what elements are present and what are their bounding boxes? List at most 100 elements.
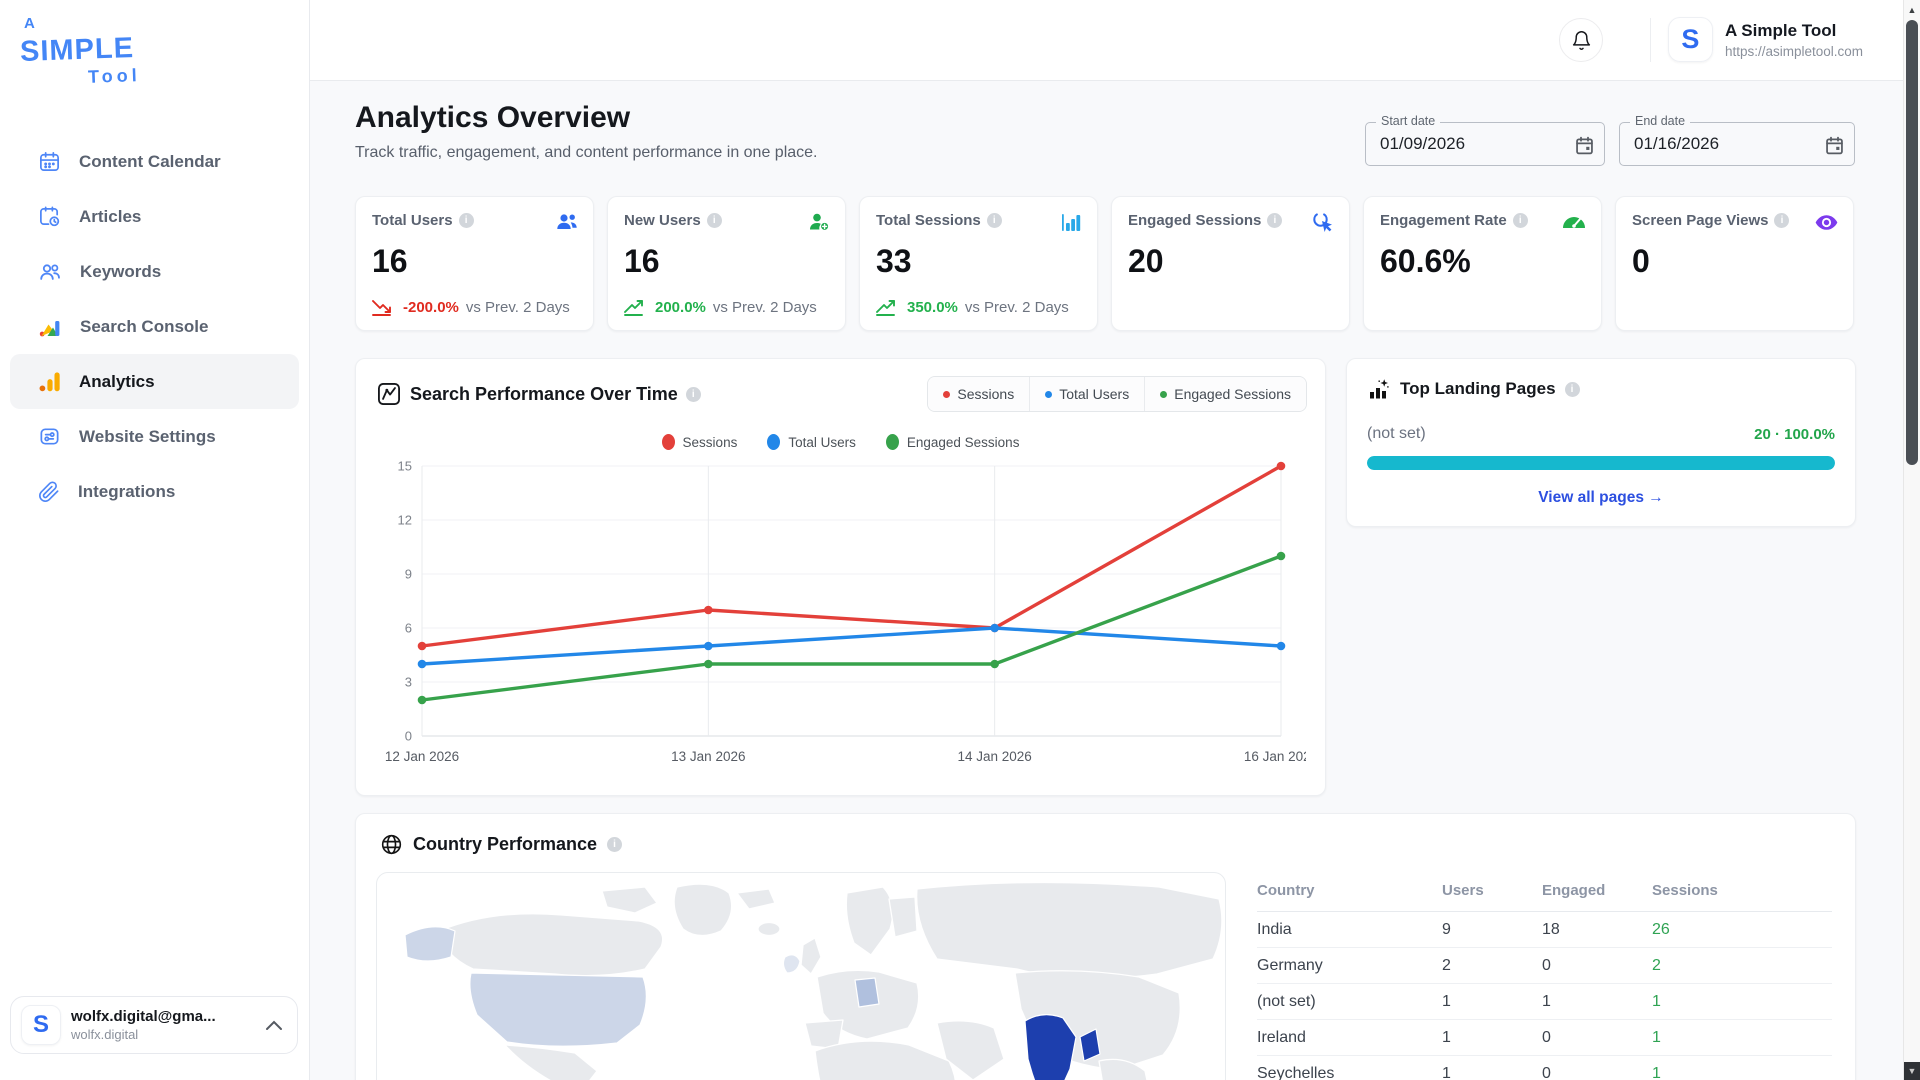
header-divider [1650,18,1651,62]
toggle-total-users[interactable]: Total Users [1029,377,1144,411]
sidebar-item-label: Integrations [78,482,175,502]
svg-text:6: 6 [405,621,412,636]
workspace-name: A Simple Tool [1725,21,1863,41]
sidebar-item-label: Website Settings [79,427,216,447]
svg-text:12: 12 [398,513,412,528]
account-switcher[interactable]: S wolfx.digital@gma... wolfx.digital [10,996,298,1054]
world-map-card [376,872,1226,1080]
top-landing-pages-card: Top Landing Pages i (not set) 20 · 100.0… [1346,358,1856,527]
app-root: A SIMPLE Tool Content Calendar Articles [0,0,1920,1080]
info-icon[interactable]: i [1267,213,1282,228]
sidebar-item-label: Analytics [79,372,155,392]
sidebar-item-articles[interactable]: Articles [10,189,299,244]
insights-bars-icon [1367,377,1391,401]
kpi-label: New Users [624,212,701,229]
info-icon[interactable]: i [707,213,722,228]
kpi-delta-suffix: vs Prev. 2 Days [965,299,1069,316]
info-icon[interactable]: i [459,213,474,228]
sidebar-item-analytics[interactable]: Analytics [10,354,299,409]
kpi-delta-suffix: vs Prev. 2 Days [466,299,570,316]
kpi-label: Total Sessions [876,212,981,229]
info-icon[interactable]: i [1513,213,1528,228]
table-row: (not set) 1 1 1 [1257,984,1832,1020]
svg-text:3: 3 [405,675,412,690]
kpi-label: Engaged Sessions [1128,212,1261,229]
toggle-engaged-sessions[interactable]: Engaged Sessions [1144,377,1306,411]
cell-country: Seychelles [1257,1056,1442,1080]
workspace-switcher[interactable]: S A Simple Tool https://asimpletool.com [1668,17,1863,62]
info-icon[interactable]: i [686,387,701,402]
cell-engaged: 0 [1542,948,1652,984]
calendar-icon [1574,135,1595,156]
legend-engaged-sessions[interactable]: Engaged Sessions [886,434,1020,450]
landing-bar-track [1367,456,1835,470]
notifications-button[interactable] [1559,18,1603,62]
toggle-sessions[interactable]: Sessions [928,377,1029,411]
scrollbar-up-arrow[interactable]: ▲ [1904,3,1920,17]
trend-up-icon [876,299,900,316]
legend-total-users[interactable]: Total Users [767,434,856,450]
trend-up-icon [624,299,648,316]
kpi-row: Total Usersi 16 -200.0% vs Prev. 2 Days … [355,196,1856,331]
svg-text:12 Jan 2026: 12 Jan 2026 [385,749,459,764]
cell-country: (not set) [1257,984,1442,1020]
scrollbar-down-arrow[interactable]: ▼ [1904,1062,1920,1080]
map-usa [470,973,647,1046]
country-title: Country Performance [413,834,597,855]
cell-sessions: 1 [1652,984,1832,1020]
svg-text:13 Jan 2026: 13 Jan 2026 [671,749,745,764]
info-icon[interactable]: i [1565,382,1580,397]
toggle-label: Total Users [1059,386,1129,402]
col-header-country: Country [1257,876,1442,912]
start-date-calendar-button[interactable] [1572,133,1596,157]
end-date-calendar-button[interactable] [1822,133,1846,157]
kpi-card-engaged-sessions: Engaged Sessions i 20 [1111,196,1350,331]
legend-dot-red [662,434,675,450]
top-header: S A Simple Tool https://asimpletool.com [310,0,1903,81]
kpi-value: 0 [1632,243,1837,280]
legend-label: Total Users [788,435,856,450]
account-avatar: S [21,1005,61,1045]
cell-sessions: 26 [1652,912,1832,948]
scrollbar-thumb[interactable] [1906,20,1918,465]
globe-icon [380,833,403,856]
sidebar-item-website-settings[interactable]: Website Settings [10,409,299,464]
brand-logo[interactable]: A SIMPLE Tool [0,0,309,82]
calendar-icon [38,150,61,173]
start-date-input[interactable] [1380,123,1540,165]
cell-sessions: 2 [1652,948,1832,984]
kpi-card-total-sessions: Total Sessionsi 33 350.0% vs Prev. 2 Day… [859,196,1098,331]
sidebar-item-keywords[interactable]: Keywords [10,244,299,299]
col-header-sessions: Sessions [1652,876,1832,912]
sidebar-item-integrations[interactable]: Integrations [10,464,299,519]
sidebar-item-content-calendar[interactable]: Content Calendar [10,134,299,189]
green-dot-icon [1160,391,1167,398]
info-icon[interactable]: i [607,837,622,852]
cell-engaged: 1 [1542,984,1652,1020]
end-date-input[interactable] [1634,123,1794,165]
kpi-label: Screen Page Views [1632,212,1768,229]
users-icon [555,210,579,234]
cell-engaged: 0 [1542,1020,1652,1056]
col-header-engaged: Engaged [1542,876,1652,912]
kpi-delta: 200.0% [655,299,706,316]
sidebar-item-search-console[interactable]: Search Console [10,299,299,354]
chevron-up-icon [265,1020,283,1031]
legend-sessions[interactable]: Sessions [662,434,738,450]
keywords-people-icon [38,260,62,284]
article-calendar-icon [38,205,61,228]
cell-country: India [1257,912,1442,948]
legend-label: Sessions [683,435,738,450]
svg-text:14 Jan 2026: 14 Jan 2026 [958,749,1032,764]
landing-row: (not set) 20 · 100.0% [1367,425,1835,443]
cell-sessions: 1 [1652,1020,1832,1056]
view-all-pages-link[interactable]: View all pages → [1367,489,1835,507]
sidebar-item-label: Search Console [80,317,209,337]
workspace-url: https://asimpletool.com [1725,44,1863,59]
map-alaska [405,927,455,961]
kpi-value: 20 [1128,243,1333,280]
country-performance-card: Country Performance i [355,813,1856,1080]
svg-text:9: 9 [405,567,412,582]
info-icon[interactable]: i [1774,213,1789,228]
info-icon[interactable]: i [987,213,1002,228]
